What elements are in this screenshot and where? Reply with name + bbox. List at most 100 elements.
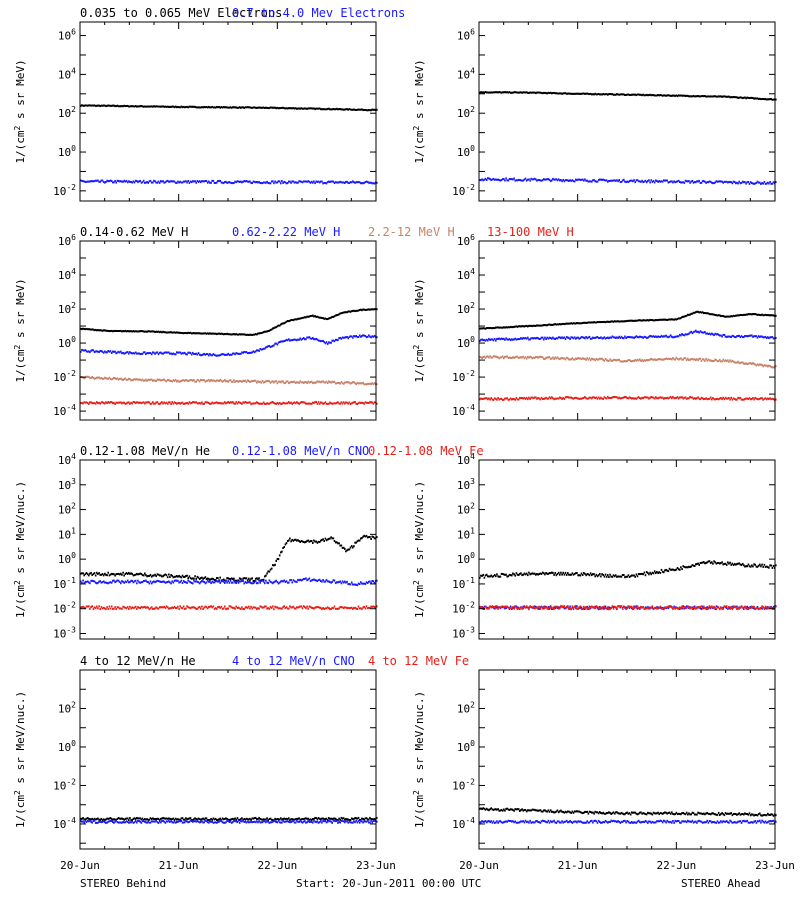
data-point — [208, 105, 210, 108]
data-point — [145, 574, 147, 577]
data-point — [82, 605, 84, 608]
data-point — [219, 402, 221, 405]
data-point — [107, 329, 109, 332]
data-point — [713, 182, 715, 185]
data-point — [282, 580, 284, 583]
data-point — [106, 574, 108, 577]
data-point — [629, 575, 632, 578]
data-point — [647, 396, 649, 399]
data-point — [275, 402, 277, 405]
data-point — [621, 607, 624, 610]
data-point — [285, 338, 288, 341]
data-point — [360, 607, 362, 610]
data-point — [228, 402, 231, 404]
data-point — [98, 376, 100, 379]
data-point — [246, 333, 249, 336]
data-point — [500, 91, 503, 94]
data-point — [186, 353, 188, 356]
data-point — [345, 550, 347, 553]
data-point — [163, 105, 165, 108]
data-point — [197, 332, 200, 335]
data-point — [101, 573, 104, 575]
series-red — [479, 605, 777, 611]
data-point — [675, 94, 678, 97]
data-point — [569, 338, 571, 340]
data-point — [607, 93, 609, 96]
data-point — [747, 563, 750, 566]
data-point — [698, 357, 700, 360]
data-point — [102, 377, 105, 380]
data-point — [572, 358, 575, 361]
data-point — [124, 329, 127, 332]
data-point — [88, 402, 90, 405]
data-point — [316, 380, 319, 383]
data-point — [336, 107, 338, 110]
data-point — [623, 360, 625, 363]
data-point — [116, 579, 119, 582]
data-point — [98, 104, 100, 107]
data-point — [695, 359, 697, 362]
data-point — [315, 606, 317, 609]
data-point — [569, 322, 571, 325]
data-point — [89, 328, 91, 331]
data-point — [762, 314, 764, 317]
data-point — [665, 334, 667, 337]
data-point — [548, 178, 551, 181]
data-point — [513, 177, 515, 180]
data-point — [504, 91, 506, 94]
data-point — [504, 179, 506, 182]
data-point — [182, 605, 185, 608]
data-point — [604, 93, 607, 96]
data-point — [348, 335, 351, 338]
data-point — [298, 338, 300, 341]
data-point — [655, 179, 657, 182]
data-point — [228, 353, 231, 356]
data-point — [214, 401, 217, 404]
data-point — [218, 401, 220, 404]
data-point — [772, 366, 775, 369]
data-point — [158, 351, 161, 354]
data-point — [600, 178, 602, 181]
data-point — [618, 575, 620, 578]
data-point — [126, 401, 129, 404]
data-point — [496, 605, 498, 608]
data-point — [690, 95, 692, 98]
data-point — [376, 308, 378, 311]
data-point — [489, 91, 491, 94]
data-point — [205, 578, 208, 581]
data-point — [690, 330, 692, 333]
data-point — [158, 580, 161, 583]
data-point — [682, 181, 684, 184]
data-point — [241, 351, 243, 354]
data-point — [168, 180, 170, 183]
data-point — [211, 606, 213, 609]
data-point — [348, 182, 351, 184]
data-point — [587, 573, 590, 576]
data-point — [483, 327, 486, 330]
data-point — [587, 180, 590, 183]
data-point — [634, 319, 636, 322]
data-point — [358, 382, 361, 385]
data-point — [538, 397, 540, 400]
data-point — [573, 322, 576, 325]
data-point — [340, 312, 343, 315]
data-point — [565, 92, 568, 95]
data-point — [357, 181, 360, 184]
data-point — [227, 106, 229, 109]
data-point — [153, 351, 155, 354]
data-point — [720, 180, 722, 183]
data-point — [600, 357, 602, 360]
data-point — [562, 92, 564, 95]
data-point — [767, 566, 769, 569]
data-point — [650, 94, 652, 97]
data-point — [532, 572, 535, 575]
data-point — [519, 179, 521, 181]
data-point — [725, 95, 728, 98]
data-point — [188, 379, 191, 382]
data-point — [504, 338, 506, 341]
data-point — [102, 402, 105, 405]
data-point — [176, 575, 178, 577]
data-point — [128, 377, 130, 380]
data-point — [599, 93, 601, 96]
